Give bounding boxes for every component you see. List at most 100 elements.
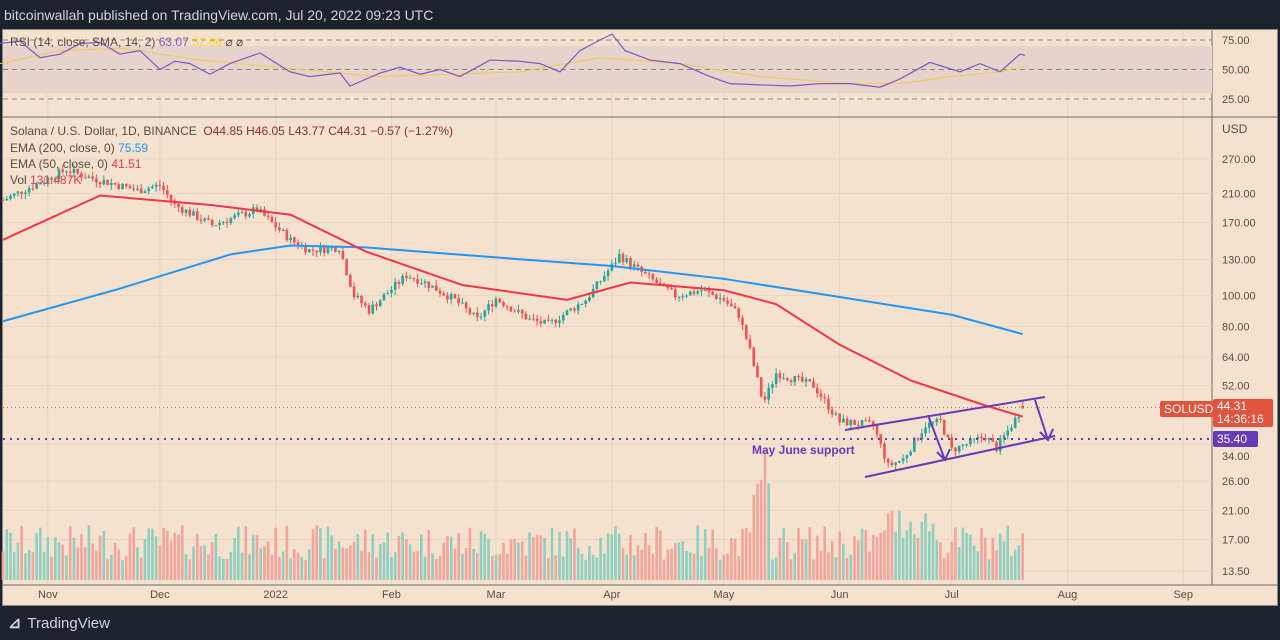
candle-body <box>984 438 987 440</box>
candle-body <box>972 438 976 440</box>
candle-body <box>644 271 647 274</box>
candle-body <box>763 396 767 400</box>
rsi-tick: 50.00 <box>1222 65 1250 77</box>
volume-bar <box>270 555 274 580</box>
price-legend: Solana / U.S. Dollar, 1D, BINANCE O44.85… <box>10 124 453 138</box>
candle-body <box>819 393 823 398</box>
volume-bar <box>446 535 449 580</box>
volume-bar <box>322 557 326 580</box>
candle-body <box>774 373 778 385</box>
volume-bar <box>490 555 494 580</box>
candle-body <box>281 229 285 231</box>
candle-body <box>65 171 68 173</box>
volume-bar <box>1017 545 1021 580</box>
chart-frame[interactable] <box>2 29 1278 606</box>
volume-bar <box>53 537 57 580</box>
candle-body <box>352 286 356 298</box>
candle-body <box>102 179 106 185</box>
volume-bar <box>192 546 195 580</box>
volume-bar <box>528 532 531 580</box>
candle-body <box>868 420 871 422</box>
candle-body <box>31 188 35 190</box>
volume-bar <box>532 536 535 580</box>
volume-bar <box>969 534 972 580</box>
volume-bar <box>617 533 621 580</box>
volume-bar <box>913 534 916 580</box>
volume-bar <box>603 553 606 580</box>
volume-bar <box>319 528 322 580</box>
volume-bar <box>984 537 987 580</box>
volume-bar <box>898 511 901 580</box>
candle-body <box>942 420 946 435</box>
candle-body <box>909 451 912 456</box>
volume-bar <box>879 532 883 580</box>
volume-bar <box>16 542 20 580</box>
volume-bar <box>50 556 53 580</box>
candle-body <box>849 420 853 426</box>
candle-body <box>207 218 210 220</box>
volume-bar <box>367 552 371 580</box>
candle-body <box>341 251 345 260</box>
volume-bar <box>5 529 9 580</box>
candle-body <box>468 308 472 314</box>
volume-bar <box>726 553 729 580</box>
support-price-tag: 35.40 <box>1213 431 1258 447</box>
candle-body <box>827 398 830 410</box>
time-tick: Dec <box>150 589 170 601</box>
candle-body <box>722 298 726 301</box>
candle-body <box>57 169 61 179</box>
candle-body <box>1010 427 1013 431</box>
candle-body <box>427 281 431 288</box>
candle-body <box>386 293 390 295</box>
volume-bar <box>789 559 793 580</box>
rsi-value: 63.07 <box>158 35 189 49</box>
candle-body <box>166 190 169 195</box>
volume-bar <box>9 532 12 580</box>
candle-body <box>42 182 46 184</box>
volume-bar <box>842 543 845 580</box>
candle-body <box>614 262 617 264</box>
candle-body <box>188 209 192 216</box>
candle-body <box>210 219 214 226</box>
volume-bar <box>401 532 404 580</box>
volume-bar <box>35 532 38 580</box>
candle-body <box>304 245 307 253</box>
volume-bar <box>68 526 72 580</box>
price-tick: 52.00 <box>1222 381 1250 393</box>
volume-bar <box>349 545 352 580</box>
time-tick: Sep <box>1173 589 1193 601</box>
candle-body <box>367 305 371 314</box>
volume-bar <box>494 554 498 580</box>
volume-bar <box>188 559 192 580</box>
currency-label: USD <box>1222 122 1248 136</box>
volume-bar <box>752 495 756 580</box>
volume-bar <box>173 532 177 580</box>
candle-body <box>733 306 737 309</box>
price-tick: 26.00 <box>1222 476 1250 488</box>
candle-body <box>113 182 117 185</box>
candle-body <box>565 310 569 315</box>
volume-bar <box>804 539 808 580</box>
volume-bar <box>431 553 434 580</box>
volume-bar <box>91 543 94 580</box>
volume-bar <box>883 530 886 580</box>
price-tick: 13.50 <box>1222 566 1250 578</box>
volume-bar <box>87 525 91 580</box>
volume-bar <box>763 450 767 580</box>
volume-bar <box>685 551 688 580</box>
candle-body <box>345 259 348 276</box>
candle-body <box>535 318 539 321</box>
candle-body <box>759 377 763 397</box>
symbol-tag: SOLUSD <box>1160 401 1218 417</box>
last-price: 44.31 <box>1217 399 1248 413</box>
volume-bar <box>688 552 692 580</box>
candle-body <box>913 438 916 452</box>
candle-body <box>543 319 546 324</box>
volume-bar <box>296 552 300 580</box>
candle-body <box>898 460 901 463</box>
candle-body <box>151 186 154 189</box>
candle-body <box>390 289 393 294</box>
candle-body <box>550 319 554 321</box>
candle-body <box>334 247 337 252</box>
